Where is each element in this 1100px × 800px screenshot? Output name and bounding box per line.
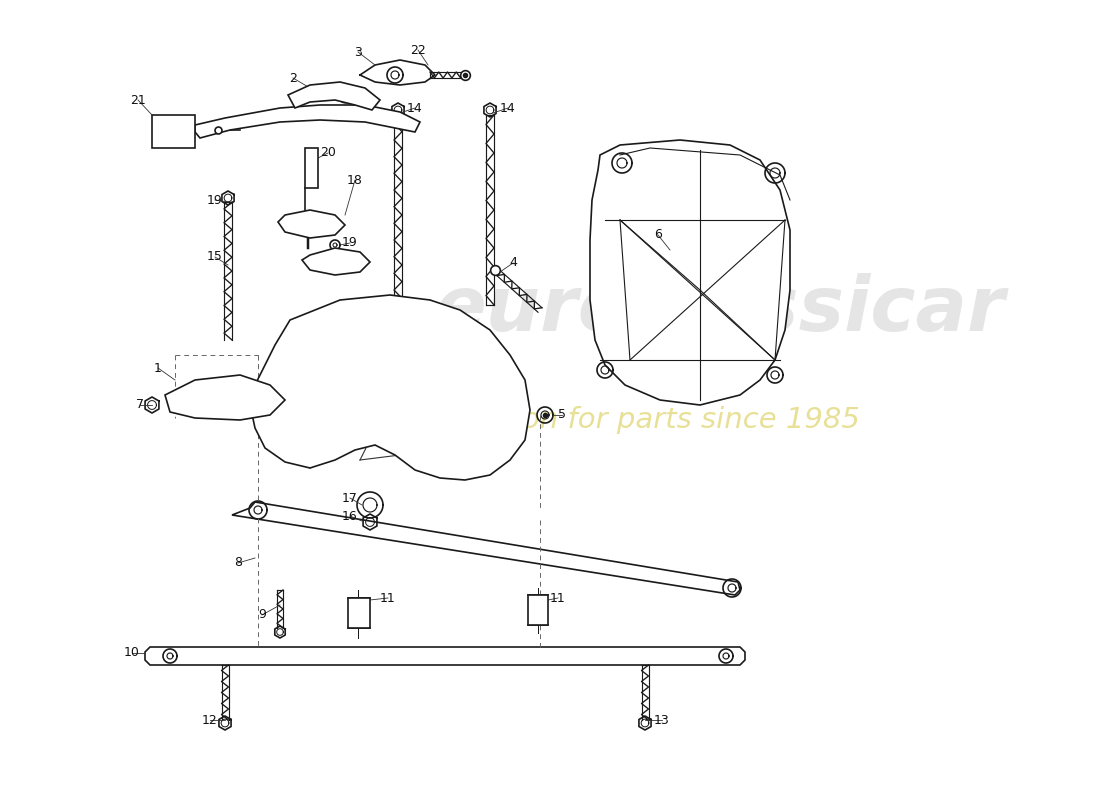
Text: 21: 21 [130,94,146,106]
Polygon shape [590,140,790,405]
Text: 22: 22 [410,43,426,57]
Polygon shape [288,82,379,110]
Text: 19: 19 [207,194,223,206]
Text: 9: 9 [258,609,266,622]
Polygon shape [165,375,285,420]
Polygon shape [250,295,530,480]
Text: 4: 4 [509,257,517,270]
Text: 11: 11 [550,591,565,605]
Text: 16: 16 [342,510,358,522]
Text: 14: 14 [500,102,516,114]
Polygon shape [232,502,740,595]
Text: 18: 18 [348,174,363,186]
Text: 12: 12 [202,714,218,726]
Text: 5: 5 [558,409,566,422]
Text: 7: 7 [136,398,144,411]
Text: 17: 17 [342,491,358,505]
Polygon shape [145,647,745,665]
Polygon shape [348,598,370,628]
Polygon shape [278,210,345,238]
Text: 2: 2 [289,71,297,85]
Text: 3: 3 [354,46,362,58]
Text: 14: 14 [407,102,422,114]
Text: 19: 19 [342,237,358,250]
Text: 1: 1 [154,362,162,374]
Text: a passion for parts since 1985: a passion for parts since 1985 [420,406,860,434]
Polygon shape [195,105,420,138]
Polygon shape [302,248,370,275]
Text: euroclassicar: euroclassicar [434,273,1005,347]
Text: 15: 15 [207,250,223,263]
Text: 6: 6 [654,229,662,242]
Polygon shape [305,148,318,188]
Text: 20: 20 [320,146,336,159]
Polygon shape [152,115,195,148]
Text: 11: 11 [381,591,396,605]
Text: 8: 8 [234,557,242,570]
Text: 10: 10 [124,646,140,659]
Text: 13: 13 [654,714,670,726]
Polygon shape [528,595,548,625]
